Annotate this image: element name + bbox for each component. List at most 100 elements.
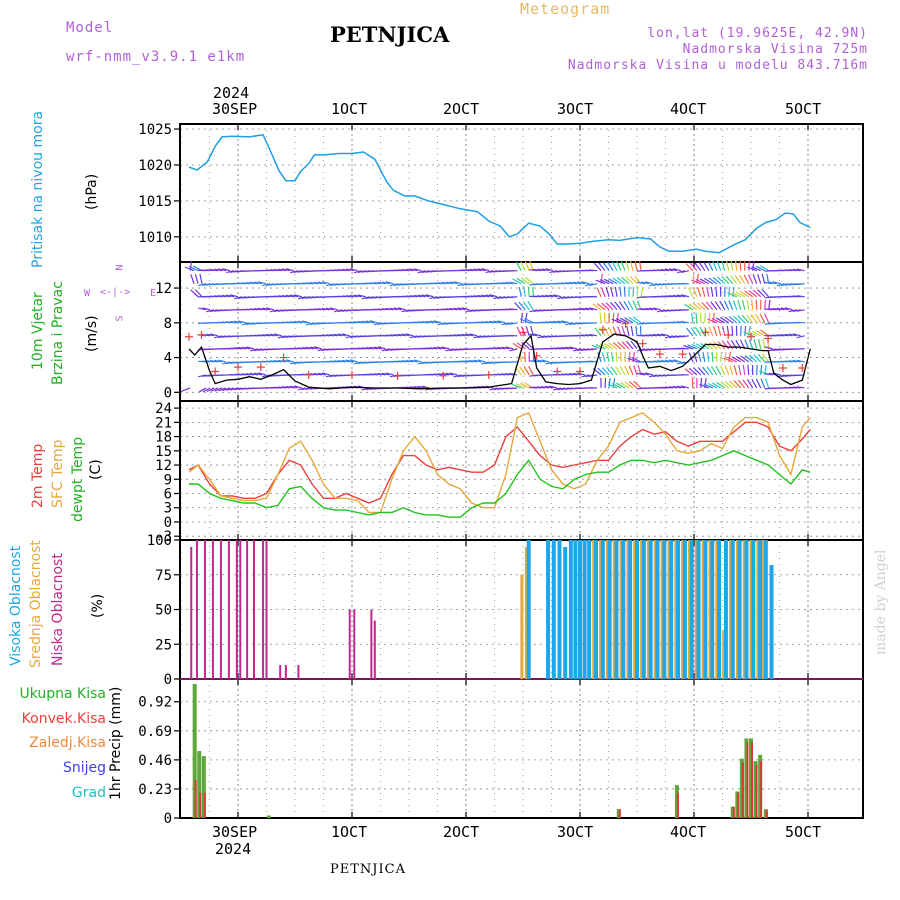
wind-vector: [637, 348, 646, 352]
wind-vector: [341, 268, 350, 272]
wind-vector: [760, 329, 770, 337]
wind-vector: [437, 322, 446, 326]
wind-vector: [792, 268, 801, 272]
wind-vector: [246, 346, 255, 350]
wind-vector: [285, 268, 295, 272]
wind-vector: [241, 282, 251, 285]
wind-vector: [760, 364, 763, 375]
wind-vector: [609, 301, 618, 311]
wind-gust-marker: [211, 367, 220, 376]
wind-vector: [637, 281, 646, 285]
top-date-5: 5OCT: [785, 100, 822, 118]
wind-vector: [317, 348, 326, 352]
wind-vector: [644, 307, 654, 311]
wind-vector: [595, 279, 606, 285]
wind-vector: [369, 373, 378, 376]
wind-vector: [772, 307, 781, 311]
wind-vector: [297, 320, 306, 324]
cloud-bar: [662, 540, 667, 679]
wind-vector: [728, 286, 731, 297]
wind-vector: [210, 359, 219, 363]
wind-vector: [739, 291, 750, 298]
wind-vector: [481, 361, 490, 365]
wind-vector: [361, 320, 370, 324]
wind-vector: [309, 346, 318, 350]
wind-vector: [697, 352, 702, 363]
wind-vector: [747, 331, 757, 337]
wind-gust-marker: [393, 371, 402, 380]
y-tick-label: 0.23: [138, 782, 172, 798]
wind-vector: [706, 286, 710, 297]
wind-vector: [457, 307, 466, 311]
wind-vector: [715, 317, 726, 324]
wind-vector: [514, 302, 522, 311]
wind-vector: [729, 380, 738, 389]
cloud-bar: [582, 540, 587, 679]
wind-vector: [610, 366, 618, 376]
wind-vector: [281, 335, 291, 339]
wind-vector: [711, 317, 722, 324]
wind-vector: [637, 365, 642, 376]
wind-vector: [218, 268, 227, 272]
cloud-bar: [682, 540, 687, 679]
wind-vector: [545, 361, 554, 365]
wind-vector: [708, 312, 711, 323]
precip-bar: [741, 762, 744, 818]
wind-vector: [739, 260, 742, 271]
wind-vector: [373, 346, 382, 350]
wind-vector: [469, 359, 478, 363]
wind-vector: [226, 270, 235, 274]
wind-vector: [445, 348, 454, 352]
y-tick-label: 4: [164, 351, 172, 367]
wind-vector: [707, 261, 714, 271]
wind-vector: [577, 348, 586, 352]
wind-vector: [277, 386, 286, 389]
wind-vector: [713, 341, 722, 350]
wind-vector: [469, 268, 478, 272]
cloud-bar: [578, 540, 582, 679]
wind-gust-marker: [348, 370, 356, 379]
wind-vector: [226, 361, 235, 365]
wind-vector: [680, 335, 689, 338]
wind-vector: [397, 360, 406, 363]
wind-vector: [664, 295, 673, 298]
wind-vector: [776, 307, 785, 311]
wind-vector: [421, 294, 430, 298]
cloud-bar: [612, 540, 616, 679]
wind-vector: [608, 342, 618, 350]
wind-vector: [545, 321, 554, 324]
pressure-line: [188, 133, 811, 254]
wind-vector: [695, 327, 702, 337]
wind-vector: [605, 287, 610, 297]
wind-vector: [520, 261, 526, 271]
top-date-1: 1OCT: [331, 100, 368, 118]
cloud-bar: [722, 630, 726, 679]
wind-vector: [561, 320, 570, 324]
cloud-bar: [219, 540, 222, 679]
wind-gust-marker: [234, 363, 242, 372]
wind-vector: [210, 387, 219, 392]
wind-vector: [639, 325, 642, 336]
wind-vector: [759, 265, 769, 272]
wind-vector: [194, 273, 199, 284]
wind-vector: [625, 276, 634, 285]
wind-vector: [746, 299, 750, 310]
wind-vector: [628, 316, 638, 324]
wind-vector: [313, 281, 322, 285]
wind-vector: [611, 383, 622, 389]
wind-vector: [768, 281, 777, 285]
wind-vector: [716, 276, 726, 285]
wind-vector: [509, 281, 518, 285]
wind-vector: [465, 309, 474, 313]
wind-vector: [702, 351, 706, 363]
y-tick-label: 0.46: [138, 753, 172, 769]
wind-vector: [741, 299, 746, 310]
wind-vector: [635, 325, 638, 336]
wind-vector: [537, 386, 546, 389]
wind-vector: [764, 346, 773, 350]
wind-vector: [249, 372, 259, 376]
wind-vector: [632, 300, 638, 311]
wind-vector: [610, 286, 614, 297]
wind-vector: [707, 318, 718, 324]
wind-vector: [660, 309, 670, 313]
